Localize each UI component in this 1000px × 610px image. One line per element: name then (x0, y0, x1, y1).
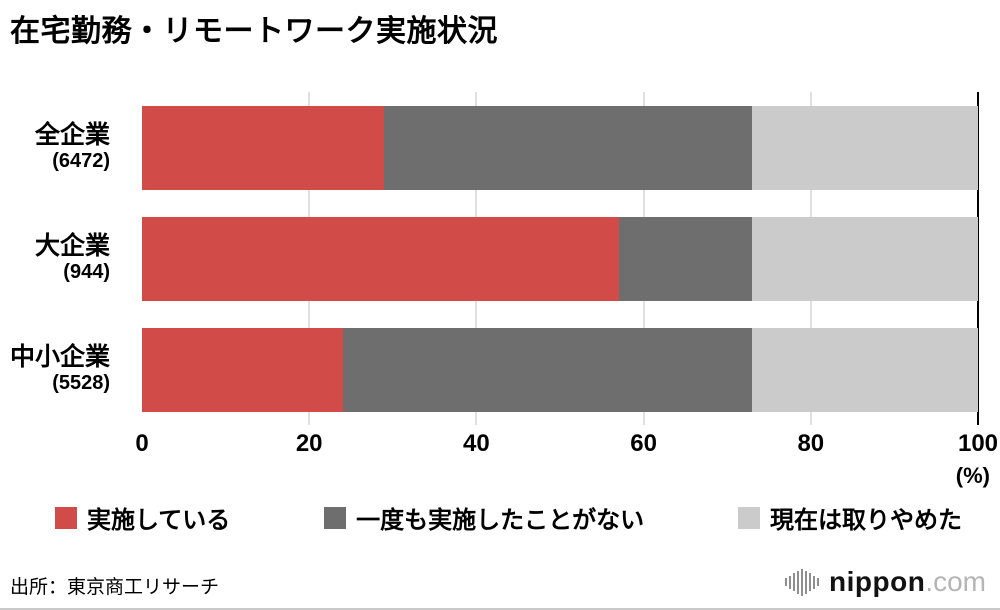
bar-segment (752, 327, 978, 412)
bar-segment (142, 327, 343, 412)
x-axis-ticks: 0 20 40 60 80 100 (135, 430, 998, 462)
logo-text: nippon (829, 566, 926, 597)
category-label: 大企業 (944) (0, 232, 142, 285)
bar-segment (752, 216, 978, 301)
category-label: 中小企業 (5528) (0, 343, 142, 396)
legend-item: 現在は取りやめた (738, 500, 962, 535)
bar-segment (752, 105, 978, 190)
legend-label: 現在は取りやめた (770, 507, 962, 534)
chart-row: 全企業 (6472) (0, 92, 1000, 203)
legend-swatch (55, 506, 77, 529)
x-tick-label: 40 (463, 430, 490, 457)
bar-segment (384, 105, 753, 190)
legend-label: 一度も実施したことがない (356, 507, 645, 534)
bar-track (142, 105, 978, 190)
bar-segment (618, 216, 753, 301)
legend-label: 実施している (87, 507, 231, 534)
category-count: (944) (63, 261, 110, 284)
bar-segment (342, 327, 753, 412)
category-name: 大企業 (34, 231, 110, 260)
category-name: 全企業 (34, 120, 110, 149)
legend-swatch (738, 506, 760, 529)
logo-suffix: .com (925, 566, 986, 597)
chart-row: 中小企業 (5528) (0, 314, 1000, 425)
chart-row: 大企業 (944) (0, 203, 1000, 314)
category-name: 中小企業 (9, 342, 110, 371)
legend-swatch (324, 506, 347, 529)
soundbar-logo-icon (785, 568, 821, 596)
bar-segment (142, 105, 385, 190)
x-axis-unit: (%) (955, 463, 990, 488)
source-note: 出所：東京商工リサーチ (10, 577, 220, 598)
chart-title: 在宅勤務・リモートワーク実施状況 (10, 15, 498, 48)
bar-track (142, 327, 978, 412)
x-tick-label: 80 (797, 430, 825, 457)
legend: 実施している 一度も実施したことがない 現在は取りやめた (55, 500, 962, 535)
category-count: (5528) (52, 372, 110, 395)
axis-end-line (977, 92, 979, 425)
legend-item: 実施している (55, 500, 230, 535)
x-tick-label: 20 (295, 430, 323, 457)
bar-segment (142, 216, 619, 301)
bar-rows: 全企業 (6472) 大企業 (944) 中小企業 (5528) (0, 92, 1000, 425)
x-tick-label: 60 (630, 430, 657, 457)
bar-track (142, 216, 978, 301)
category-count: (6472) (52, 150, 110, 173)
x-tick-label: 0 (135, 430, 149, 457)
x-tick-label: 100 (957, 430, 999, 457)
legend-item: 一度も実施したことがない (324, 500, 644, 535)
category-label: 全企業 (6472) (0, 121, 142, 174)
nippon-logo: nippon .com (785, 566, 986, 598)
plot-area: 全企業 (6472) 大企業 (944) 中小企業 (5528) (0, 92, 1000, 425)
